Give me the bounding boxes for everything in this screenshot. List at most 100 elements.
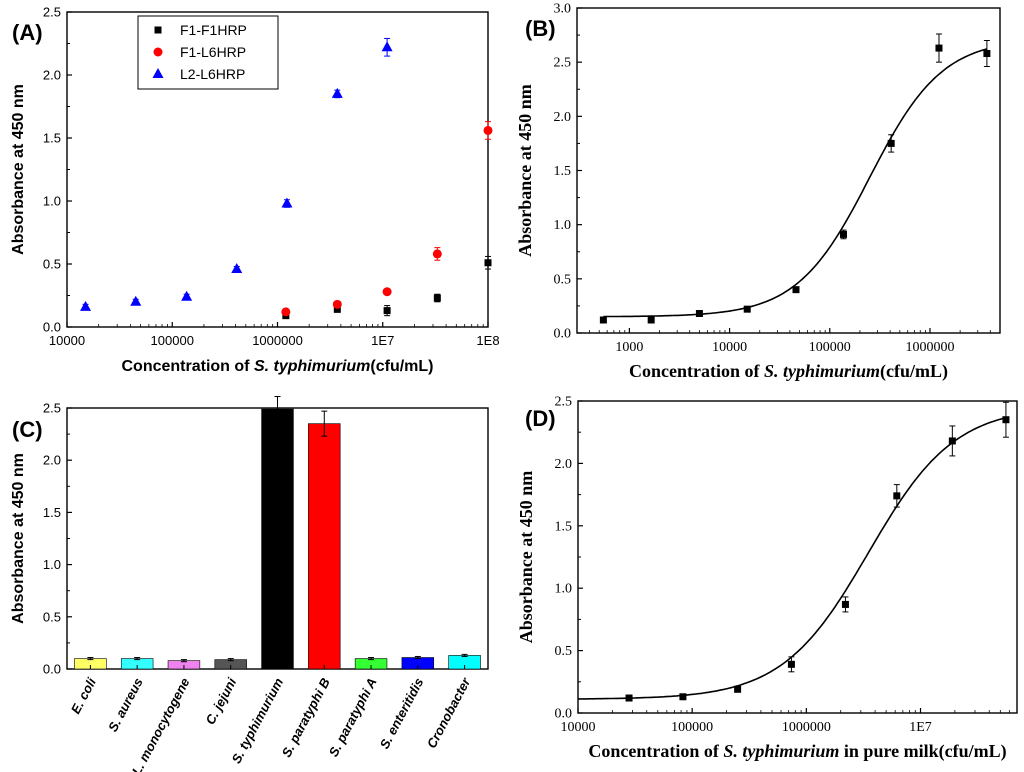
y-tick-label: 1.5 bbox=[555, 519, 573, 534]
legend-marker bbox=[153, 47, 163, 57]
x-axis-title-italic: S. typhimurium bbox=[254, 358, 370, 375]
x-tick-label: 100000 bbox=[809, 340, 851, 355]
legend-label: F1-L6HRP bbox=[180, 44, 246, 60]
x-axis-title-italic: S. typhimurium bbox=[764, 361, 880, 381]
data-point bbox=[381, 41, 393, 52]
category-label: S. paratyphi B bbox=[279, 675, 333, 759]
x-axis-title-prefix: Concentration of bbox=[122, 358, 254, 375]
data-point bbox=[484, 259, 492, 267]
legend: F1-F1HRP F1-L6HRP L2-L6HRP bbox=[137, 15, 279, 90]
category-label: S. paratyphi A bbox=[326, 675, 380, 759]
panel-label: (A) bbox=[12, 20, 43, 45]
data-point bbox=[80, 300, 92, 311]
data-point bbox=[1002, 416, 1010, 424]
x-tick-label: 100000 bbox=[671, 720, 713, 735]
y-tick-label: 0.5 bbox=[555, 644, 573, 659]
category-label: Cronobacter bbox=[424, 675, 474, 751]
data-point bbox=[332, 299, 342, 309]
x-axis-title-italic: S. typhimurium bbox=[723, 741, 839, 761]
x-tick-label: 1000 bbox=[615, 340, 643, 355]
y-tick-label: 1.0 bbox=[555, 582, 573, 597]
data-point bbox=[333, 305, 341, 313]
y-axis-title: Absorbance at 450 nm bbox=[515, 84, 535, 257]
data-point bbox=[841, 600, 849, 608]
plot-frame bbox=[576, 7, 1001, 334]
y-tick-label: 2.5 bbox=[554, 56, 572, 71]
data-point bbox=[792, 286, 800, 294]
data-point bbox=[281, 197, 293, 208]
y-tick-label: 2.5 bbox=[43, 5, 61, 20]
data-point bbox=[433, 294, 441, 302]
data-point bbox=[281, 307, 291, 317]
x-tick-label: 1000000 bbox=[252, 333, 303, 348]
data-point bbox=[695, 310, 703, 317]
bar bbox=[261, 408, 294, 670]
x-axis-title-suffix: in pure milk(cfu/mL) bbox=[839, 741, 1006, 762]
y-tick-label: 1.5 bbox=[43, 505, 61, 520]
y-tick-label: 2.0 bbox=[43, 68, 61, 83]
y-tick-label: 2.5 bbox=[555, 395, 573, 410]
y-tick-label: 0.5 bbox=[43, 257, 61, 272]
y-tick-label: 1.0 bbox=[554, 218, 572, 233]
panel-label: (D) bbox=[525, 406, 556, 431]
legend-label: L2-L6HRP bbox=[180, 66, 245, 82]
panel-d: (D) 0.0 0.5 1.0 1.5 2.0 2.5 Absorbance at 450 n… bbox=[516, 395, 1018, 762]
x-axis-title: Concentration of S. typhimurium(cfu/mL) bbox=[629, 361, 948, 382]
data-point bbox=[382, 287, 392, 297]
x-tick-label: 1000000 bbox=[782, 720, 831, 735]
panel-b: (B) 0.0 0.5 1.0 1.5 2.0 2.5 3.0 Absorbance at 45… bbox=[515, 2, 1001, 382]
x-tick-label: 10000 bbox=[561, 720, 596, 735]
y-axis-title: Absorbance at 450 nm bbox=[516, 471, 536, 644]
y-tick-label: 0.0 bbox=[43, 662, 61, 677]
data-point bbox=[839, 230, 847, 238]
legend-label: F1-F1HRP bbox=[180, 22, 247, 38]
y-tick-label: 1.0 bbox=[43, 557, 61, 572]
x-axis-title-prefix: Concentration of bbox=[588, 741, 723, 761]
data-point bbox=[647, 316, 655, 324]
x-tick-label: 1000000 bbox=[905, 340, 954, 355]
y-axis-title: Absorbance at 450 nm bbox=[10, 453, 27, 624]
y-tick-label: 0.0 bbox=[43, 320, 61, 335]
data-point bbox=[948, 437, 956, 445]
y-tick-label: 2.0 bbox=[554, 110, 572, 125]
panel-a: (A) 0.0 0.5 1.0 1.5 2.0 2.5 Absorbance at 450 n… bbox=[10, 5, 500, 376]
y-tick-label: 1.5 bbox=[43, 131, 61, 146]
y-tick-label: 3.0 bbox=[554, 2, 572, 17]
plot-frame bbox=[577, 400, 1018, 714]
x-axis-title: Concentration of S. typhimurium in pure … bbox=[588, 741, 1006, 762]
x-tick-label: 10000 bbox=[712, 340, 747, 355]
data-point bbox=[231, 263, 243, 274]
data-point bbox=[432, 249, 442, 259]
x-tick-label: 1E7 bbox=[909, 720, 932, 735]
y-tick-label: 0.0 bbox=[555, 707, 573, 722]
data-point bbox=[181, 290, 193, 301]
x-tick-label: 1E7 bbox=[371, 333, 394, 348]
y-tick-label: 0.5 bbox=[554, 272, 572, 287]
y-axis-title: Absorbance at 450 nm bbox=[10, 84, 27, 255]
category-label: S. enteritidis bbox=[377, 675, 427, 751]
data-point bbox=[625, 694, 633, 702]
x-axis-title-prefix: Concentration of bbox=[629, 361, 764, 381]
category-label: S. aureus bbox=[105, 675, 146, 734]
category-label: E. coli bbox=[68, 675, 99, 716]
data-point bbox=[599, 316, 607, 324]
data-point bbox=[743, 305, 751, 313]
data-point bbox=[983, 50, 991, 57]
data-point bbox=[893, 492, 901, 500]
x-axis-title-suffix: (cfu/mL) bbox=[880, 361, 948, 382]
y-tick-label: 2.5 bbox=[43, 401, 61, 416]
x-axis-title-suffix: (cfu/mL) bbox=[370, 358, 433, 375]
x-tick-label: 100000 bbox=[151, 333, 194, 348]
fit-curve bbox=[603, 48, 988, 318]
data-point bbox=[130, 295, 142, 306]
panel-label: (C) bbox=[12, 417, 43, 442]
panel-label: (B) bbox=[525, 16, 556, 41]
data-point bbox=[734, 685, 742, 693]
x-tick-label: 10000 bbox=[49, 333, 85, 348]
x-axis-title: Concentration of S. typhimurium(cfu/mL) bbox=[122, 358, 434, 375]
y-tick-label: 2.0 bbox=[555, 457, 573, 472]
data-point bbox=[483, 125, 493, 135]
legend-marker bbox=[152, 68, 164, 78]
y-tick-label: 0.0 bbox=[554, 327, 572, 342]
